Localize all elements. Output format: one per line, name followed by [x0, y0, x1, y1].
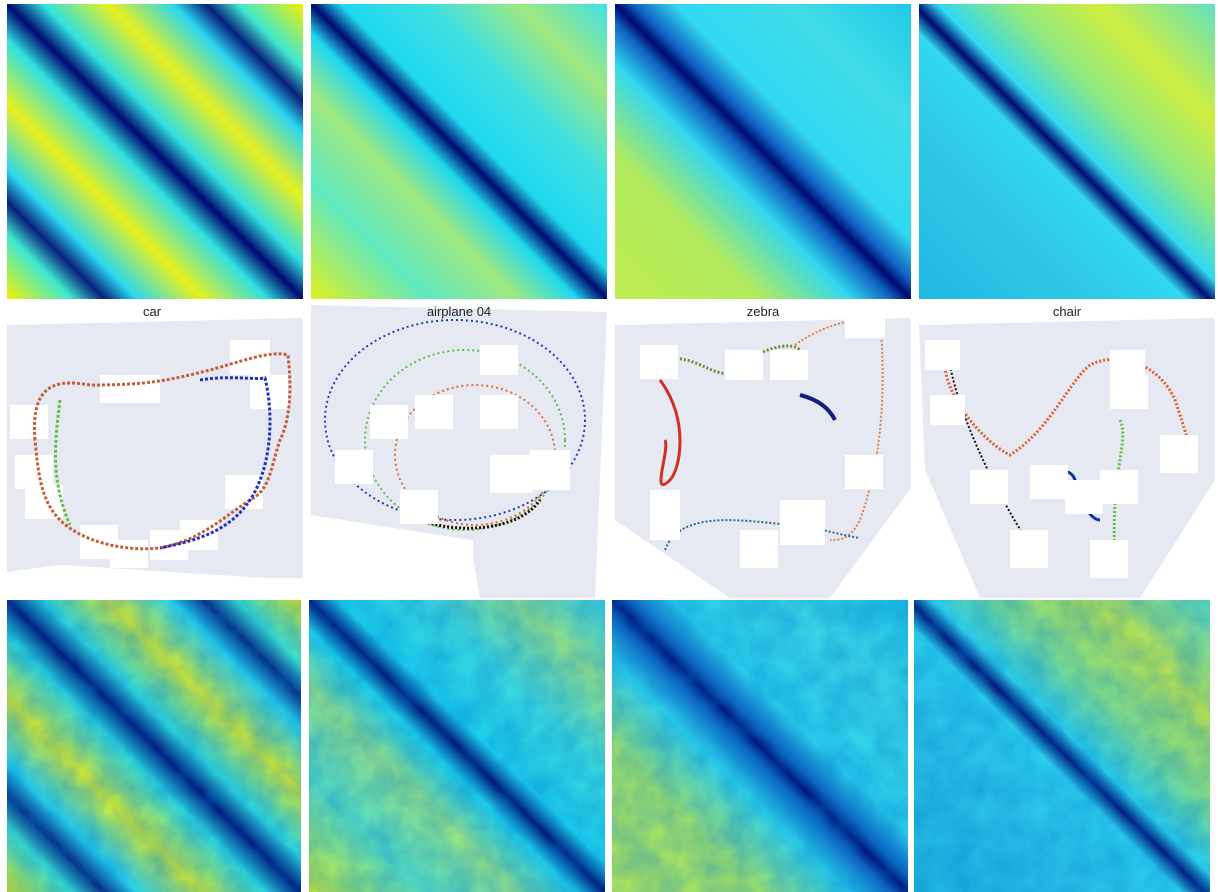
panel-label: airplane 04 — [427, 304, 491, 319]
trajectory-panel — [615, 310, 911, 598]
trajectory-panel — [7, 318, 303, 578]
heatmap — [914, 600, 1210, 892]
heatmap — [7, 600, 301, 892]
heatmap — [615, 4, 911, 299]
figure: car airplane 04 zebra chair — [0, 0, 1218, 892]
heatmap — [309, 600, 605, 892]
panel-label: zebra — [747, 304, 780, 319]
panel-label: chair — [1053, 304, 1082, 319]
heatmap — [311, 4, 607, 299]
trajectory-panel — [311, 305, 607, 598]
heatmap — [612, 600, 908, 892]
trajectory-panel — [919, 318, 1215, 598]
heatmap — [7, 4, 303, 299]
panel-label: car — [143, 304, 162, 319]
heatmap — [919, 4, 1215, 299]
